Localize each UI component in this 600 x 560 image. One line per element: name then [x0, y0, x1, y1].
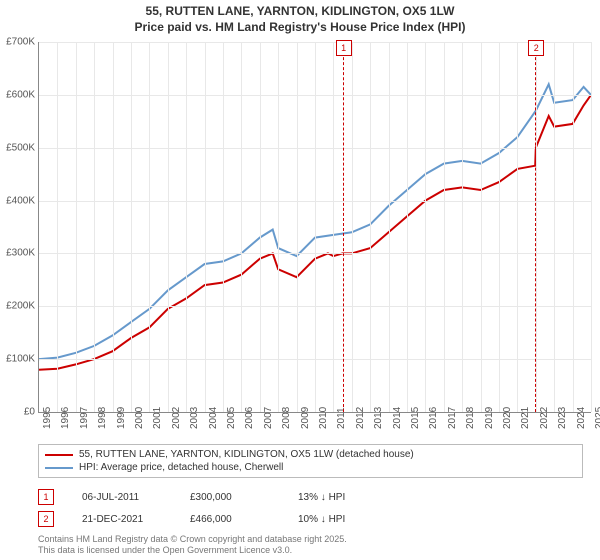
- x-axis-label: 1998: [97, 407, 108, 429]
- x-axis-label: 2010: [318, 407, 329, 429]
- gridline-v: [113, 42, 114, 412]
- x-axis-label: 2003: [189, 407, 200, 429]
- gridline-v: [389, 42, 390, 412]
- gridline-v: [573, 42, 574, 412]
- gridline-v: [278, 42, 279, 412]
- x-axis-label: 1999: [116, 407, 127, 429]
- x-axis-label: 1997: [79, 407, 90, 429]
- sale-delta: 13% ↓ HPI: [298, 492, 378, 503]
- y-axis-label: £700K: [1, 37, 35, 48]
- gridline-v: [168, 42, 169, 412]
- gridline-v: [94, 42, 95, 412]
- gridline-v: [462, 42, 463, 412]
- legend-row: 55, RUTTEN LANE, YARNTON, KIDLINGTON, OX…: [45, 448, 576, 461]
- title-line1: 55, RUTTEN LANE, YARNTON, KIDLINGTON, OX…: [0, 4, 600, 20]
- legend-label: HPI: Average price, detached house, Cher…: [79, 462, 283, 473]
- y-axis-label: £200K: [1, 301, 35, 312]
- sale-price: £300,000: [190, 492, 270, 503]
- attribution-footer: Contains HM Land Registry data © Crown c…: [38, 534, 347, 557]
- gridline-v: [407, 42, 408, 412]
- gridline-v: [444, 42, 445, 412]
- gridline-v: [149, 42, 150, 412]
- sale-delta: 10% ↓ HPI: [298, 514, 378, 525]
- sale-row-badge: 2: [38, 511, 54, 527]
- legend-label: 55, RUTTEN LANE, YARNTON, KIDLINGTON, OX…: [79, 449, 414, 460]
- sales-legend: 1 06-JUL-2011 £300,000 13% ↓ HPI 2 21-DEC-202…: [38, 486, 583, 530]
- gridline-v: [297, 42, 298, 412]
- sale-marker-line: [535, 42, 536, 412]
- gridline-v: [315, 42, 316, 412]
- x-axis-label: 2008: [281, 407, 292, 429]
- x-axis-label: 2004: [208, 407, 219, 429]
- x-axis-label: 2024: [576, 407, 587, 429]
- x-axis-label: 1995: [42, 407, 53, 429]
- gridline-v: [223, 42, 224, 412]
- plot-area: £0£100K£200K£300K£400K£500K£600K£700K199…: [38, 42, 591, 413]
- sale-price: £466,000: [190, 514, 270, 525]
- gridline-v: [76, 42, 77, 412]
- sale-row-badge: 1: [38, 489, 54, 505]
- x-axis-label: 2021: [520, 407, 531, 429]
- x-axis-label: 2012: [355, 407, 366, 429]
- y-axis-label: £0: [1, 407, 35, 418]
- footer-line1: Contains HM Land Registry data © Crown c…: [38, 534, 347, 545]
- x-axis-label: 2005: [226, 407, 237, 429]
- x-axis-label: 2014: [392, 407, 403, 429]
- gridline-v: [425, 42, 426, 412]
- x-axis-label: 2019: [484, 407, 495, 429]
- title-line2: Price paid vs. HM Land Registry's House …: [0, 20, 600, 36]
- gridline-v: [499, 42, 500, 412]
- x-axis-label: 2017: [447, 407, 458, 429]
- gridline-v: [591, 42, 592, 412]
- y-axis-label: £100K: [1, 354, 35, 365]
- x-axis-label: 2018: [465, 407, 476, 429]
- x-axis-label: 2001: [152, 407, 163, 429]
- gridline-v: [205, 42, 206, 412]
- x-axis-label: 2015: [410, 407, 421, 429]
- gridline-v: [333, 42, 334, 412]
- chart-title: 55, RUTTEN LANE, YARNTON, KIDLINGTON, OX…: [0, 0, 600, 35]
- x-axis-label: 2009: [300, 407, 311, 429]
- legend-row: HPI: Average price, detached house, Cher…: [45, 461, 576, 474]
- gridline-v: [517, 42, 518, 412]
- x-axis-label: 2006: [244, 407, 255, 429]
- gridline-v: [186, 42, 187, 412]
- sale-marker-line: [343, 42, 344, 412]
- x-axis-label: 2025: [594, 407, 600, 429]
- x-axis-label: 2013: [373, 407, 384, 429]
- sale-date: 06-JUL-2011: [82, 492, 162, 503]
- x-axis-label: 2016: [428, 407, 439, 429]
- x-axis-label: 2000: [134, 407, 145, 429]
- y-axis-label: £500K: [1, 142, 35, 153]
- x-axis-label: 2020: [502, 407, 513, 429]
- y-axis-label: £300K: [1, 248, 35, 259]
- legend-swatch: [45, 467, 73, 469]
- gridline-v: [131, 42, 132, 412]
- x-axis-label: 2022: [539, 407, 550, 429]
- footer-line2: This data is licensed under the Open Gov…: [38, 545, 347, 556]
- x-axis-label: 2007: [263, 407, 274, 429]
- chart-container: 55, RUTTEN LANE, YARNTON, KIDLINGTON, OX…: [0, 0, 600, 560]
- sale-marker-badge: 2: [528, 40, 544, 56]
- gridline-v: [481, 42, 482, 412]
- gridline-v: [370, 42, 371, 412]
- sale-marker-badge: 1: [336, 40, 352, 56]
- sale-row: 2 21-DEC-2021 £466,000 10% ↓ HPI: [38, 508, 583, 530]
- x-axis-label: 2002: [171, 407, 182, 429]
- gridline-v: [241, 42, 242, 412]
- x-axis-label: 1996: [60, 407, 71, 429]
- gridline-v: [352, 42, 353, 412]
- gridline-v: [260, 42, 261, 412]
- gridline-v: [554, 42, 555, 412]
- y-axis-label: £600K: [1, 89, 35, 100]
- gridline-v: [57, 42, 58, 412]
- sale-date: 21-DEC-2021: [82, 514, 162, 525]
- x-axis-label: 2023: [557, 407, 568, 429]
- legend-swatch: [45, 454, 73, 456]
- sale-row: 1 06-JUL-2011 £300,000 13% ↓ HPI: [38, 486, 583, 508]
- y-axis-label: £400K: [1, 195, 35, 206]
- series-legend: 55, RUTTEN LANE, YARNTON, KIDLINGTON, OX…: [38, 444, 583, 478]
